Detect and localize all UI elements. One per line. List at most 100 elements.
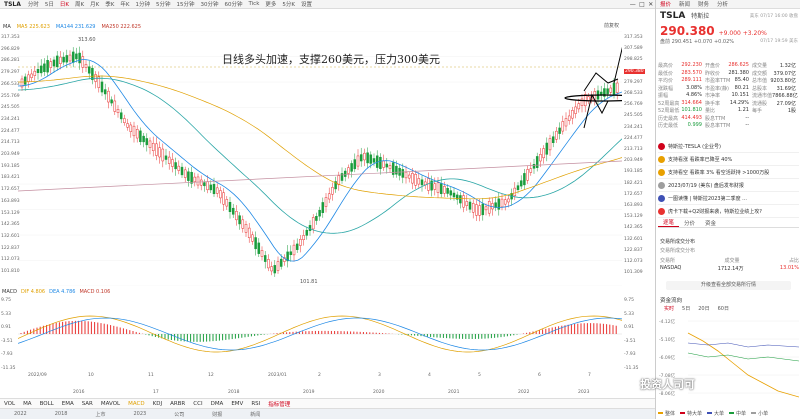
- quote-stat-row: 振幅 4.86% 市净率 10.151 流通市值 7866.88亿: [658, 92, 799, 100]
- period-tab[interactable]: 15分钟: [176, 2, 195, 8]
- news-icon: [658, 207, 665, 215]
- candle-body: [475, 204, 478, 216]
- period-tab[interactable]: 周K: [75, 2, 85, 8]
- indicator-tab[interactable]: MAVOL: [100, 400, 121, 407]
- indicator-tab[interactable]: MA: [23, 400, 32, 407]
- quote-panel-tab[interactable]: 新闻: [679, 2, 691, 8]
- quote-stat-cell: 换手率 14.29%: [705, 100, 752, 107]
- adjust-mode-label[interactable]: 前复权: [604, 23, 620, 29]
- period-tab[interactable]: 5日: [44, 2, 54, 8]
- period-tab[interactable]: 60分钟: [224, 2, 243, 8]
- dif-line: [18, 315, 622, 353]
- quote-stat-cell: 52周最低 101.810: [658, 107, 705, 114]
- indicator-tab[interactable]: MACD: [128, 400, 145, 407]
- quote-stat-label: 平均价: [658, 78, 674, 85]
- period-tab[interactable]: 日K: [59, 2, 70, 8]
- event-tab[interactable]: 公司: [174, 411, 185, 418]
- indicator-tab[interactable]: KDJ: [152, 400, 163, 407]
- minimize-icon[interactable]: —: [629, 1, 636, 8]
- axis-tick-label: 172.657: [624, 191, 643, 197]
- quote-stat-label: 最高价: [658, 63, 674, 70]
- period-tab[interactable]: 更多: [265, 2, 277, 8]
- quote-stat-cell: 52周最高 314.664: [658, 100, 705, 107]
- event-tab[interactable]: 上市: [95, 411, 106, 418]
- trade-tab[interactable]: 资金: [705, 220, 717, 227]
- news-text: 特斯拉-TESLA (企业号): [668, 143, 722, 150]
- quote-stat-cell: 市净率 10.151: [705, 92, 752, 99]
- indicator-tab[interactable]: VOL: [4, 400, 16, 407]
- news-item[interactable]: 2023/07/19 (美东) 盘后发布财报: [658, 179, 799, 192]
- trade-tab[interactable]: 分价: [684, 220, 696, 227]
- news-item[interactable]: 虎卡下载+Q2财报来袭，特斯拉业绩上攻?: [658, 205, 799, 218]
- candlestick-chart[interactable]: 313.60 101.81: [18, 31, 622, 286]
- news-item[interactable]: 支持看涨 看跌率已降至 40%: [658, 153, 799, 166]
- news-item[interactable]: 特斯拉-TESLA (企业号): [658, 140, 799, 153]
- candle-body: [407, 174, 411, 179]
- axis-tick-label: 234.241: [1, 116, 20, 122]
- legend-swatch: [751, 412, 757, 414]
- fund-flow-tab[interactable]: 20日: [698, 306, 710, 312]
- indicator-tab[interactable]: DMA: [210, 400, 224, 407]
- quote-panel-tab[interactable]: 报价: [660, 2, 672, 8]
- event-tab[interactable]: 2022: [14, 411, 27, 417]
- quote-panel-tab[interactable]: 财务: [698, 2, 710, 8]
- period-tab[interactable]: 月K: [90, 2, 100, 8]
- indicator-tab[interactable]: CCI: [193, 400, 203, 407]
- candle-body: [116, 109, 120, 113]
- indicator-tab[interactable]: RSI: [251, 400, 261, 407]
- candle-body: [299, 238, 302, 246]
- event-tab[interactable]: 2018: [54, 411, 68, 417]
- close-icon[interactable]: ✕: [648, 1, 654, 8]
- event-tab[interactable]: 2023: [133, 411, 147, 417]
- candle-body: [158, 147, 161, 158]
- legend-label: 特大单: [687, 410, 703, 417]
- candle-body: [507, 198, 510, 203]
- ma-legend: MA MA5 225.623 MA144 231.629 MA250 222.625: [0, 22, 642, 31]
- trade-tab[interactable]: 逐笔: [658, 218, 680, 227]
- indicator-tab[interactable]: SAR: [81, 400, 93, 407]
- quote-stat-value: 379.07亿: [773, 70, 797, 77]
- quote-panel-tab[interactable]: 分析: [717, 2, 729, 8]
- candle-body: [167, 156, 171, 164]
- event-tab[interactable]: 财报: [212, 411, 223, 418]
- candle-body: [260, 250, 264, 257]
- indicator-tab[interactable]: BOLL: [39, 400, 54, 407]
- candle-body: [526, 169, 529, 181]
- window-controls: — □ ✕: [628, 0, 655, 9]
- maximize-icon[interactable]: □: [639, 1, 645, 8]
- period-tab[interactable]: 分时: [27, 2, 39, 8]
- news-item[interactable]: 支持看空 看跌率 3% 看空活跃持 >1000万股: [658, 166, 799, 179]
- period-tab[interactable]: 5分钟: [155, 2, 171, 8]
- candle-body: [487, 201, 491, 214]
- period-tab[interactable]: 30分钟: [200, 2, 219, 8]
- period-tab[interactable]: 季K: [105, 2, 115, 8]
- indicator-tab[interactable]: EMV: [231, 400, 244, 407]
- macd-chart[interactable]: [18, 296, 622, 373]
- indicator-tab[interactable]: EMA: [61, 400, 74, 407]
- candle-body: [340, 173, 344, 181]
- dist-header: 交易所 成交量 占比: [660, 256, 799, 264]
- candle-body: [459, 195, 462, 204]
- indicator-tab[interactable]: ARBR: [170, 400, 186, 407]
- candle-body: [49, 61, 53, 68]
- candle-body: [155, 143, 158, 156]
- period-tab[interactable]: 5分K: [282, 2, 296, 8]
- indicator-tab[interactable]: 指标管理: [268, 401, 291, 408]
- period-tab[interactable]: 设置: [301, 2, 313, 8]
- candle-body: [388, 165, 392, 169]
- period-tab[interactable]: Tick: [248, 1, 260, 7]
- news-item[interactable]: 一图读懂 | 特斯拉2023第二季度 ...: [658, 192, 799, 205]
- candle-body: [203, 182, 206, 187]
- candle-body: [183, 169, 187, 178]
- candle-body: [119, 112, 123, 120]
- upgrade-button[interactable]: 升级查看全部交易所行情: [666, 281, 791, 290]
- period-tab[interactable]: 年K: [120, 2, 130, 8]
- period-tab[interactable]: 1分钟: [135, 2, 150, 8]
- candle-body: [567, 115, 571, 121]
- fund-flow-tab[interactable]: 实时: [664, 306, 675, 312]
- fund-flow-tab[interactable]: 5日: [682, 306, 691, 312]
- candle-body: [193, 176, 197, 182]
- fund-flow-tab[interactable]: 60日: [717, 306, 729, 312]
- event-tab[interactable]: 新闻: [250, 411, 261, 418]
- candle-body: [443, 186, 446, 194]
